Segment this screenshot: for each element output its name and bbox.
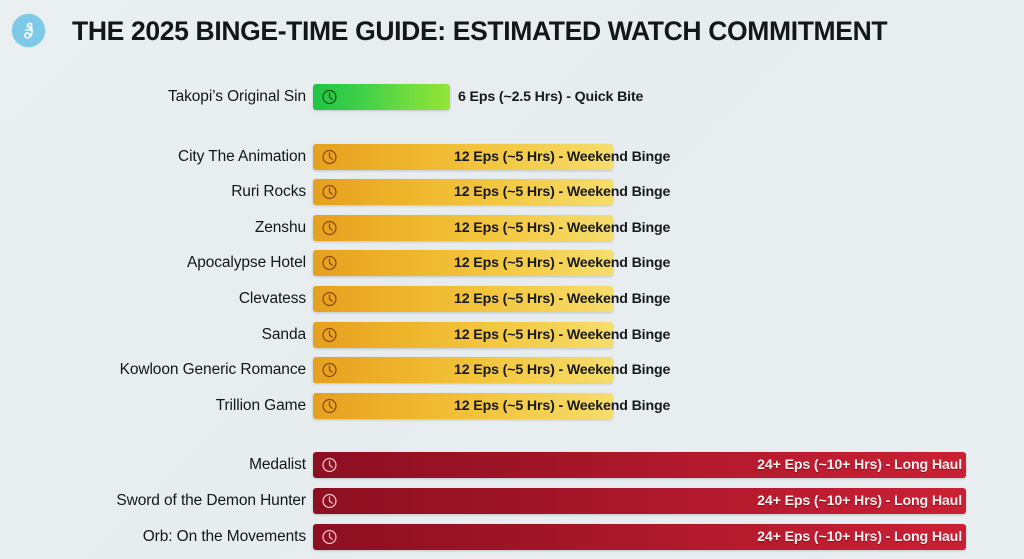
bar-track: 6 Eps (~2.5 Hrs) - Quick Bite <box>313 84 966 110</box>
bar-row-label: Zenshu <box>254 218 306 236</box>
bar-value-label: 12 Eps (~5 Hrs) - Weekend Binge <box>454 219 671 236</box>
bar-row: Sanda 12 Eps (~5 Hrs) - Weekend Binge <box>0 321 1024 348</box>
chart-title: THE 2025 BINGE-TIME GUIDE: ESTIMATED WAT… <box>72 16 888 46</box>
bar-green[interactable] <box>313 84 450 110</box>
bar-red[interactable] <box>313 452 966 479</box>
bar-value-label: 12 Eps (~5 Hrs) - Weekend Binge <box>454 255 671 272</box>
bar-row: Trillion Game 12 Eps (~5 Hrs) - Weekend B… <box>0 392 1024 419</box>
script-g-monogram-icon <box>17 19 41 43</box>
bar-track: 12 Eps (~5 Hrs) - Weekend Binge <box>313 214 966 241</box>
bar-track: 24+ Eps (~10+ Hrs) - Long Haul <box>313 488 966 514</box>
bar-row-label: Trillion Game <box>215 396 306 414</box>
bar-track: 12 Eps (~5 Hrs) - Weekend Binge <box>313 321 966 348</box>
bar-track: 12 Eps (~5 Hrs) - Weekend Binge <box>313 250 966 277</box>
bar-track: 12 Eps (~5 Hrs) - Weekend Binge <box>313 179 966 206</box>
bar-row-label: Kowloon Generic Romance <box>119 361 306 379</box>
bar-row: Orb: On the Movements 24+ Eps (~10+ Hrs) … <box>0 523 1024 550</box>
bar-orange[interactable] <box>313 286 613 312</box>
bar-row: Apocalypse Hotel 12 Eps (~5 Hrs) - Weeken… <box>0 250 1024 277</box>
bar-row-label: Sword of the Demon Hunter <box>116 492 306 509</box>
bar-red[interactable] <box>313 488 966 514</box>
bar-orange[interactable] <box>313 179 613 206</box>
bar-red[interactable] <box>313 523 966 550</box>
bar-track: 12 Eps (~5 Hrs) - Weekend Binge <box>313 143 966 170</box>
bar-value-label: 12 Eps (~5 Hrs) - Weekend Binge <box>454 397 671 414</box>
bar-row-label: City The Animation <box>177 147 306 165</box>
bar-row: Takopi’s Original Sin 6 Eps (~2.5 Hrs) - … <box>0 84 1024 110</box>
bar-value-label: 12 Eps (~5 Hrs) - Weekend Binge <box>454 326 671 343</box>
chart-plot-area: Takopi’s Original Sin 6 Eps (~2.5 Hrs) - … <box>0 62 1024 559</box>
bar-row-label: Takopi’s Original Sin <box>167 88 306 105</box>
bar-row: Zenshu 12 Eps (~5 Hrs) - Weekend Binge <box>0 214 1024 241</box>
brand-logo <box>12 14 45 47</box>
bar-value-label: 24+ Eps (~10+ Hrs) - Long Haul <box>757 528 962 545</box>
bar-value-label: 6 Eps (~2.5 Hrs) - Quick Bite <box>458 89 644 105</box>
bar-orange[interactable] <box>313 214 613 241</box>
bar-row-label: Ruri Rocks <box>231 183 306 201</box>
bar-value-label: 12 Eps (~5 Hrs) - Weekend Binge <box>454 362 671 379</box>
bar-track: 24+ Eps (~10+ Hrs) - Long Haul <box>313 452 966 479</box>
bar-row-label: Apocalypse Hotel <box>186 254 306 272</box>
bar-track: 12 Eps (~5 Hrs) - Weekend Binge <box>313 392 966 419</box>
bar-orange[interactable] <box>313 357 613 384</box>
bar-value-label: 12 Eps (~5 Hrs) - Weekend Binge <box>454 148 671 165</box>
bar-row: Clevatess 12 Eps (~5 Hrs) - Weekend Binge <box>0 286 1024 312</box>
bar-value-label: 12 Eps (~5 Hrs) - Weekend Binge <box>454 184 671 201</box>
bar-row-label: Orb: On the Movements <box>142 527 306 545</box>
bar-orange[interactable] <box>313 250 613 277</box>
bar-row: Medalist 24+ Eps (~10+ Hrs) - Long Haul <box>0 452 1024 479</box>
bar-row: City The Animation 12 Eps (~5 Hrs) - Week… <box>0 143 1024 170</box>
bar-row-label: Medalist <box>249 456 306 474</box>
bar-value-label: 12 Eps (~5 Hrs) - Weekend Binge <box>454 291 671 307</box>
bar-value-label: 24+ Eps (~10+ Hrs) - Long Haul <box>757 493 962 509</box>
bar-orange[interactable] <box>313 321 613 348</box>
bar-row: Ruri Rocks 12 Eps (~5 Hrs) - Weekend Bing… <box>0 179 1024 206</box>
bar-row-label: Sanda <box>261 325 306 343</box>
bar-orange[interactable] <box>313 143 613 170</box>
bar-row: Sword of the Demon Hunter 24+ Eps (~10+ H… <box>0 488 1024 514</box>
bar-track: 12 Eps (~5 Hrs) - Weekend Binge <box>313 286 966 312</box>
bar-row-label: Clevatess <box>238 290 306 307</box>
bar-orange[interactable] <box>313 392 613 419</box>
bar-row: Kowloon Generic Romance 12 Eps (~5 Hrs) -… <box>0 357 1024 384</box>
chart-header: THE 2025 BINGE-TIME GUIDE: ESTIMATED WAT… <box>0 0 1024 62</box>
bar-track: 24+ Eps (~10+ Hrs) - Long Haul <box>313 523 966 550</box>
bar-track: 12 Eps (~5 Hrs) - Weekend Binge <box>313 357 966 384</box>
bar-value-label: 24+ Eps (~10+ Hrs) - Long Haul <box>757 457 962 474</box>
